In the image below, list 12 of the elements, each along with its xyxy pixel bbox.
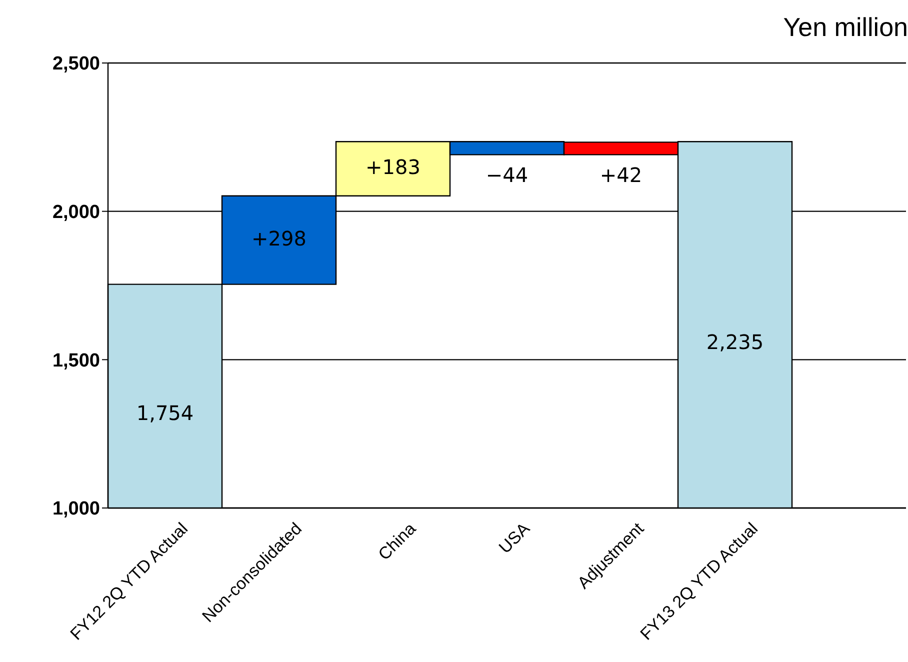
data-label: +42 (600, 163, 642, 188)
y-tick-label: 1,500 (52, 350, 100, 372)
data-label: +183 (366, 155, 420, 180)
data-label: −44 (486, 163, 528, 188)
data-label: 1,754 (136, 401, 194, 426)
y-tick-label: 1,000 (52, 498, 100, 520)
y-axis-title: Yen million (783, 12, 908, 43)
data-label: +298 (252, 226, 306, 251)
y-tick-label: 2,500 (52, 54, 100, 75)
y-tick-label: 2,000 (52, 202, 100, 224)
x-tick-label: USA (495, 518, 534, 558)
data-label: 2,235 (706, 330, 764, 354)
